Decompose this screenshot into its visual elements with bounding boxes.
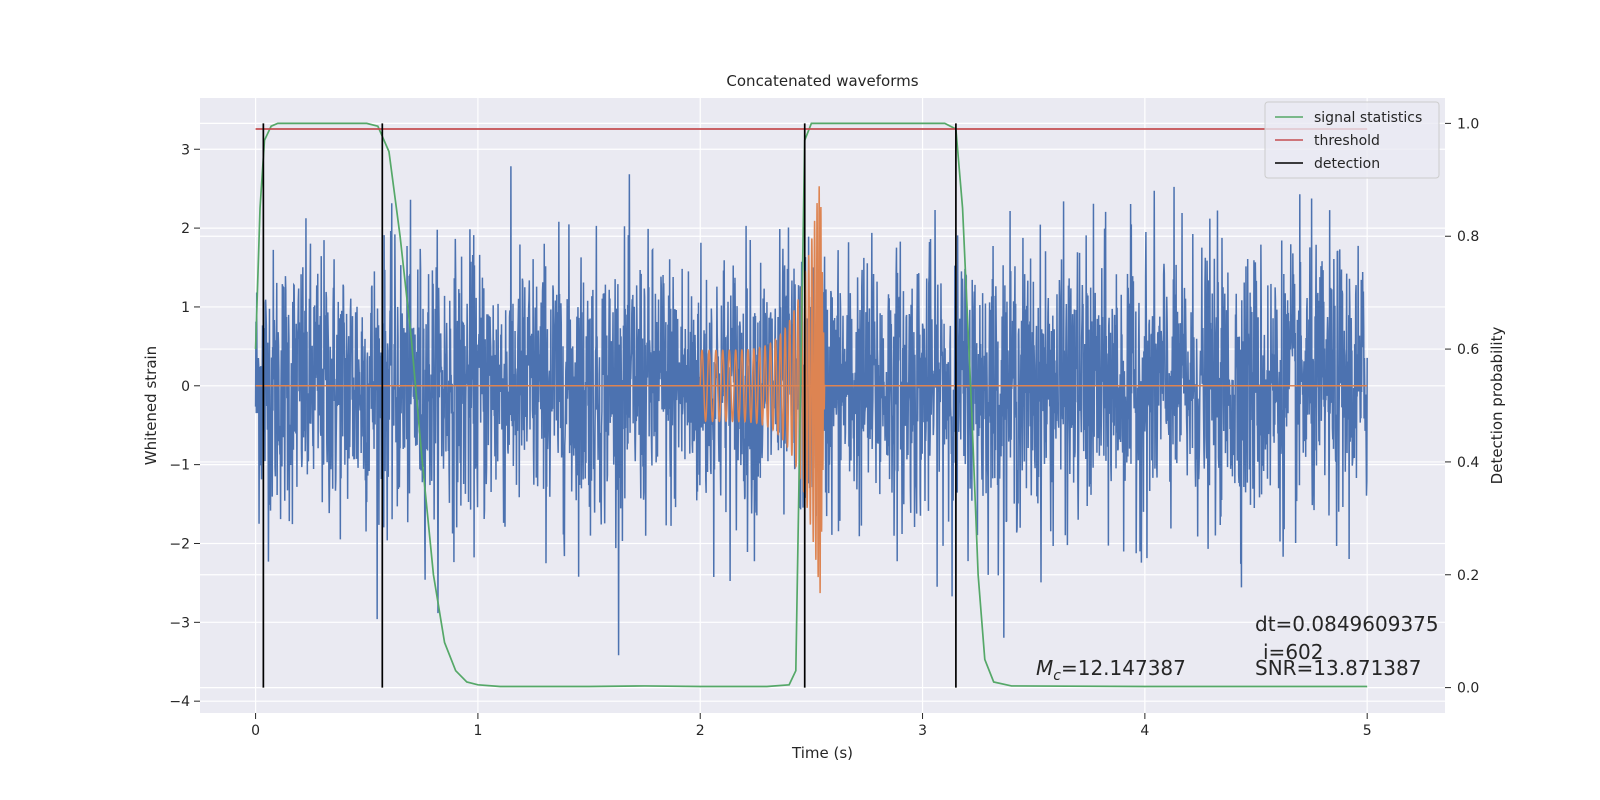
y2-tick-label: 0.4	[1457, 455, 1479, 471]
legend-entry-signal-statistics: signal statistics	[1314, 110, 1422, 126]
y-tick-label: −3	[169, 615, 190, 631]
y-tick-label: −1	[169, 458, 190, 474]
x-tick-label: 3	[918, 723, 927, 739]
annotation-mc-symbol: M	[1036, 656, 1053, 680]
x-tick-label: 4	[1140, 723, 1149, 739]
x-tick-label: 0	[251, 723, 260, 739]
chart-title: Concatenated waveforms	[726, 72, 918, 90]
annotation-index: i=602	[1263, 640, 1324, 664]
legend: signal statistics threshold detection	[1264, 101, 1440, 179]
annotation-mc: Mc=12.147387	[1036, 656, 1186, 684]
y-tick-label: 1	[181, 300, 190, 316]
x-tick-label: 1	[473, 723, 482, 739]
y2-tick-label: 0.0	[1457, 681, 1479, 697]
y2-tick-label: 0.8	[1457, 229, 1479, 245]
y2-tick-label: 0.2	[1457, 568, 1479, 584]
y2-axis-label: Detection probability	[1488, 327, 1506, 485]
y2-tick-label: 1.0	[1457, 116, 1479, 132]
legend-entry-detection: detection	[1314, 156, 1380, 172]
series-signal-statistics	[254, 122, 1368, 688]
annotations: Mc=12.147387 dt=0.0849609375 i=602 SNR=1…	[1036, 612, 1439, 684]
y-tick-label: 3	[181, 142, 190, 158]
x-tick-label: 5	[1363, 723, 1372, 739]
series-layer	[254, 122, 1368, 688]
axes-layer: 0 1 2 3 4 5 −4 −3 −2 −1 0 1 2 3 0.0 0.2 0.4 0.6 0.8 1.0	[169, 116, 1479, 739]
x-axis-label: Time (s)	[791, 744, 853, 762]
y-tick-label: 0	[181, 379, 190, 395]
legend-box	[1264, 101, 1440, 179]
annotation-dt: dt=0.0849609375	[1255, 612, 1439, 636]
y-tick-label: −2	[169, 536, 190, 552]
annotation-mc-subscript: c	[1053, 668, 1061, 684]
annotation-snr: SNR=13.871387	[1255, 656, 1421, 680]
y-tick-label: −4	[169, 694, 190, 710]
y-tick-label: 2	[181, 221, 190, 237]
y-axis-label: Whitened strain	[142, 346, 160, 465]
x-tick-label: 2	[696, 723, 705, 739]
y2-tick-label: 0.6	[1457, 342, 1479, 358]
annotation-mc-value: =12.147387	[1061, 656, 1186, 680]
legend-entry-threshold: threshold	[1314, 133, 1380, 149]
